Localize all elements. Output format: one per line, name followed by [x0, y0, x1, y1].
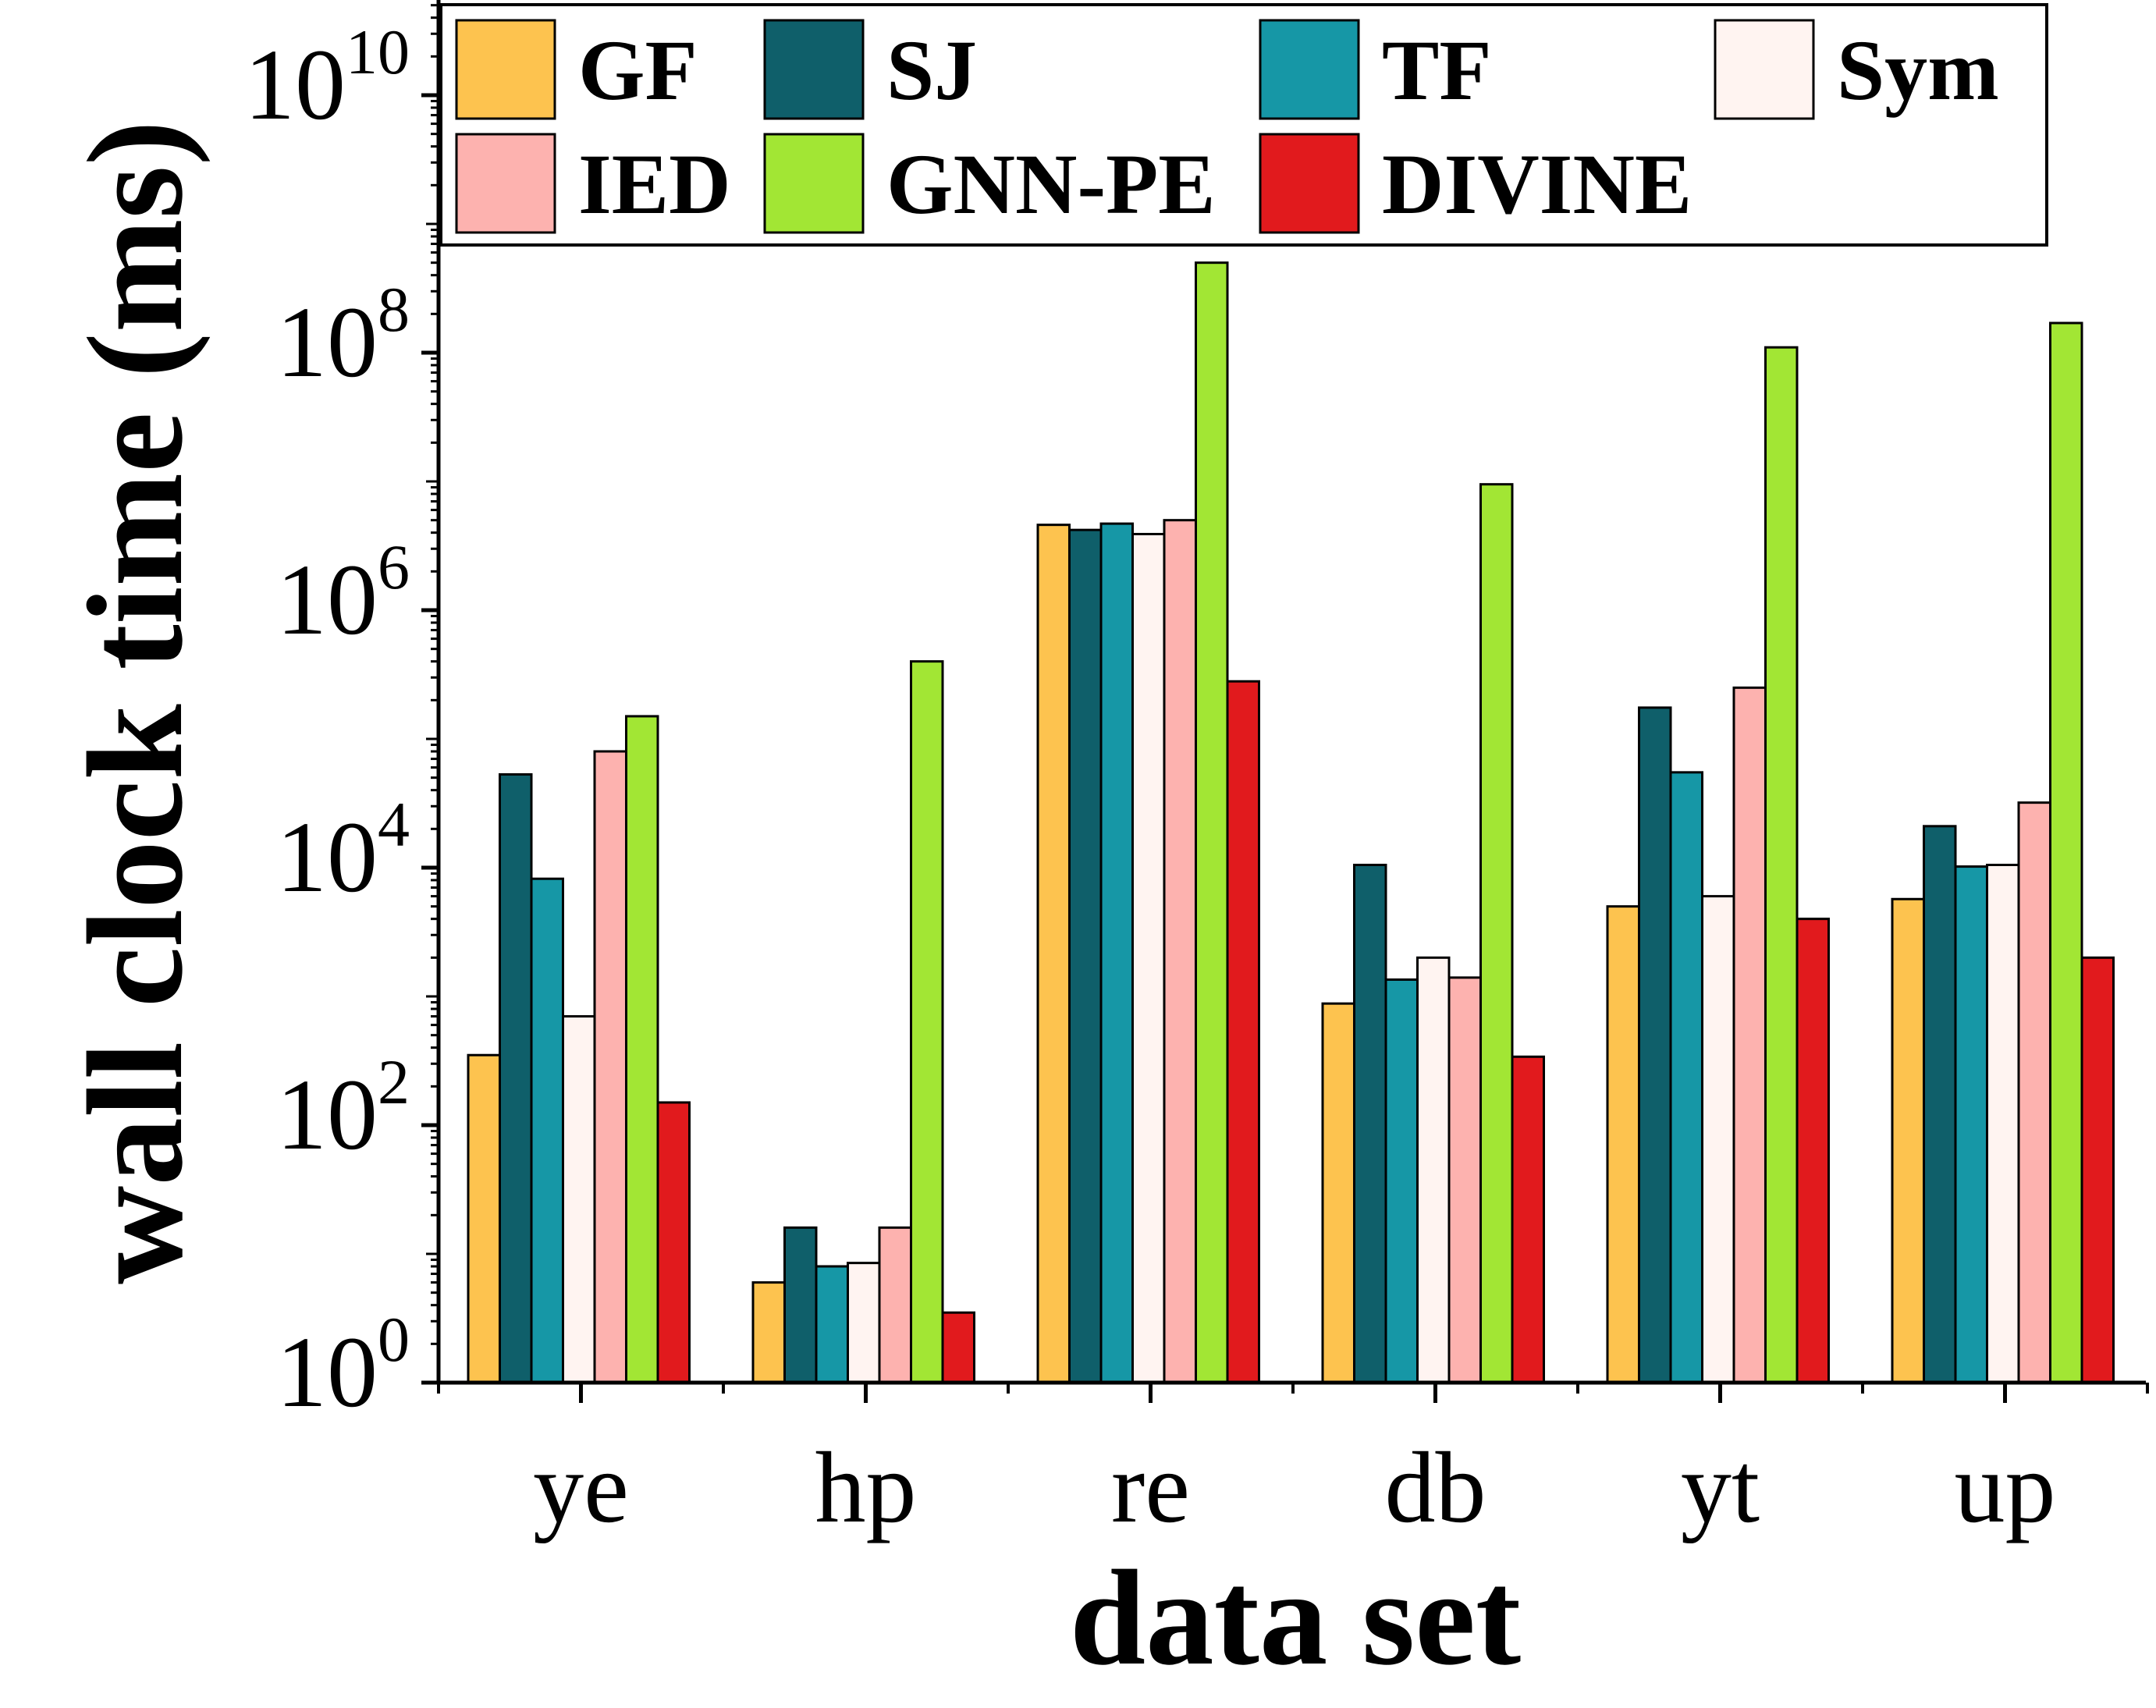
bar-gf-yt	[1606, 905, 1640, 1384]
bar-sj-ye	[499, 772, 533, 1384]
bar-ied-up	[2017, 801, 2051, 1384]
x-tick-label: re	[1111, 1432, 1190, 1544]
y-tick-base: 10	[276, 1316, 378, 1429]
bar-divine-up	[2080, 956, 2115, 1384]
bar-sym-hp	[847, 1262, 881, 1384]
legend-label: GF	[578, 23, 698, 118]
y-tick-base: 10	[276, 1059, 378, 1171]
bar-sj-re	[1068, 528, 1103, 1384]
y-tick-label: 1010	[244, 16, 410, 141]
bar-gnn-pe-hp	[910, 660, 944, 1384]
bar-gnn-pe-up	[2049, 321, 2083, 1384]
bar-ied-ye	[593, 750, 627, 1384]
bar-sym-re	[1131, 532, 1166, 1384]
bar-gf-re	[1036, 524, 1071, 1384]
bar-sym-up	[1986, 864, 2020, 1384]
bar-sj-hp	[783, 1226, 818, 1384]
y-tick-label: 106	[276, 531, 410, 656]
legend-label: Sym	[1837, 23, 1999, 118]
legend-swatch	[1259, 19, 1360, 120]
bar-divine-db	[1511, 1055, 1545, 1384]
bar-gnn-pe-db	[1479, 483, 1514, 1384]
x-tick-label: ye	[533, 1432, 629, 1544]
bar-tf-yt	[1669, 771, 1703, 1384]
bar-divine-hp	[941, 1311, 975, 1384]
legend-swatch	[763, 133, 865, 234]
bar-ied-yt	[1732, 686, 1767, 1384]
bar-sym-ye	[562, 1015, 596, 1384]
bar-gnn-pe-yt	[1764, 346, 1799, 1384]
bar-divine-ye	[656, 1101, 691, 1384]
bar-sj-yt	[1638, 706, 1672, 1384]
legend-label: DIVINE	[1382, 137, 1692, 232]
bar-gf-up	[1891, 897, 1925, 1384]
x-tick-label: yt	[1681, 1432, 1760, 1544]
bar-ied-re	[1163, 519, 1197, 1384]
y-tick-base: 10	[276, 801, 378, 914]
y-tick-label: 100	[276, 1304, 410, 1429]
bar-divine-re	[1226, 680, 1260, 1384]
y-tick-label: 104	[276, 789, 410, 914]
bar-sj-up	[1923, 825, 1957, 1384]
bar-gf-ye	[467, 1053, 501, 1384]
bar-gnn-pe-ye	[625, 715, 659, 1384]
bar-tf-db	[1384, 978, 1419, 1384]
y-tick-exponent: 8	[378, 274, 410, 345]
legend-label: SJ	[886, 23, 977, 118]
bar-gnn-pe-re	[1195, 261, 1229, 1384]
x-tick-label: db	[1385, 1432, 1486, 1544]
x-tick-label: up	[1955, 1432, 2056, 1544]
bars-group	[467, 261, 2115, 1384]
legend-label: TF	[1382, 23, 1492, 118]
x-tick-label: hp	[815, 1432, 917, 1544]
bar-sym-db	[1416, 956, 1451, 1384]
y-tick-label: 102	[276, 1046, 410, 1171]
bar-gf-db	[1321, 1002, 1355, 1384]
legend-label: IED	[578, 137, 731, 232]
x-ticks: ye hp re db yt up	[437, 1383, 2149, 1544]
legend-swatch	[1259, 133, 1360, 234]
legend-swatch	[763, 19, 865, 120]
y-axis-title: wall clock time (ms)	[59, 120, 211, 1284]
x-axis-title: data set	[1070, 1542, 1521, 1693]
y-tick-exponent: 2	[378, 1046, 410, 1117]
y-tick-exponent: 4	[378, 789, 410, 860]
bar-divine-yt	[1795, 918, 1830, 1384]
bar-tf-up	[1954, 865, 1988, 1384]
legend-swatch	[455, 133, 556, 234]
y-tick-base: 10	[244, 29, 346, 141]
bar-tf-ye	[530, 877, 564, 1384]
legend-swatch	[455, 19, 556, 120]
y-tick-exponent: 6	[378, 531, 410, 602]
bar-ied-hp	[878, 1226, 912, 1384]
y-tick-exponent: 10	[346, 16, 410, 87]
y-tick-base: 10	[276, 544, 378, 656]
bar-tf-re	[1099, 522, 1134, 1384]
legend: GF SJ TF Sym IED GNN-PE DIVINE	[439, 3, 2048, 247]
bar-gf-hp	[751, 1281, 786, 1384]
bar-sym-yt	[1701, 895, 1735, 1384]
y-tick-exponent: 0	[378, 1304, 410, 1375]
legend-label: GNN-PE	[886, 137, 1216, 232]
y-tick-label: 108	[276, 274, 410, 399]
bar-sj-db	[1353, 864, 1387, 1384]
bar-tf-hp	[815, 1265, 849, 1384]
legend-swatch	[1714, 19, 1815, 120]
bar-ied-db	[1447, 976, 1482, 1384]
y-tick-base: 10	[276, 286, 378, 399]
